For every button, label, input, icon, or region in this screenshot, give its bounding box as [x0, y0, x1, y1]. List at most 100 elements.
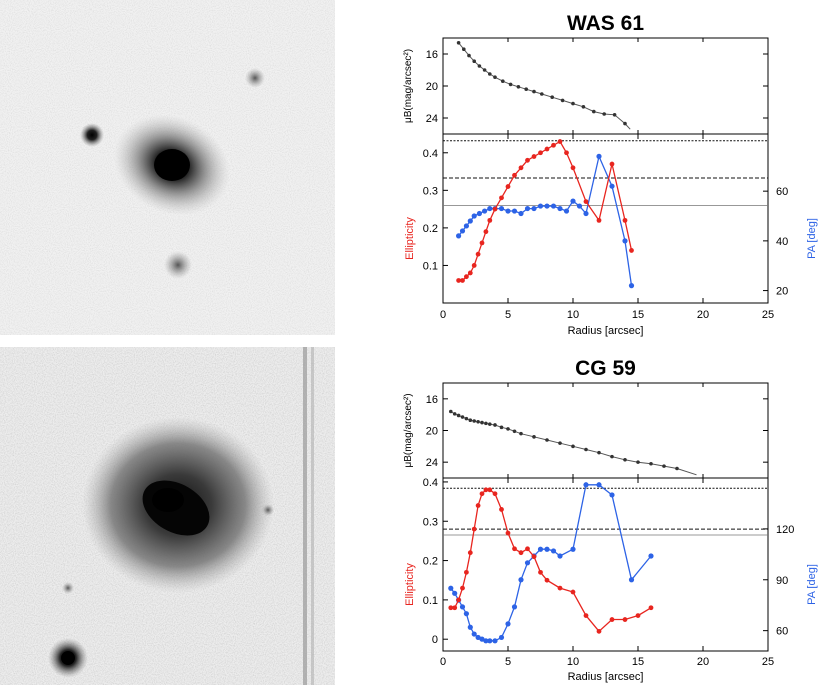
ellip-point [525, 157, 530, 163]
sb-point [480, 420, 484, 425]
sb-ytick-label: 24 [426, 113, 438, 125]
sb-point [597, 450, 601, 455]
pa-point [452, 590, 458, 596]
ellip-point [492, 206, 498, 212]
pa-point [544, 546, 550, 552]
ellip-point [596, 628, 602, 634]
detector-stripe [311, 347, 314, 685]
pa-point [511, 208, 518, 214]
pa-point [609, 183, 615, 189]
pa-point [537, 203, 544, 209]
ellip-series-line [450, 489, 652, 633]
pa-ytick-label: 20 [776, 286, 788, 298]
profile-plots: WAS 61 16 20 24 μB(mag/arcsec²) 0.1 0.2 0.3 0.4 2… [403, 12, 818, 683]
ellip-point [583, 199, 589, 205]
xtick-label: 5 [505, 656, 511, 668]
sb-point [560, 98, 565, 103]
pa-point [505, 208, 511, 214]
sb-ylabel: μB(mag/arcsec²) [403, 49, 414, 123]
pa-ytick-label: 90 [776, 575, 788, 587]
xtick-label: 5 [505, 309, 511, 321]
ellip-point [609, 161, 615, 167]
sb-series-line [458, 42, 631, 130]
pa-point [544, 203, 550, 209]
sb-point [636, 460, 640, 464]
pa-point [570, 198, 576, 204]
galaxy-image-was61 [0, 0, 335, 335]
ellip-point [483, 229, 489, 235]
pa-point [524, 560, 531, 566]
sb-point [649, 461, 653, 466]
ellip-frame [442, 133, 769, 304]
ellip-point [479, 491, 485, 497]
sb-point [456, 413, 461, 418]
pa-point [492, 638, 498, 644]
pa-point [550, 203, 557, 209]
sb-point [592, 109, 596, 114]
pa-point [463, 223, 469, 229]
xtick-label: 25 [762, 656, 774, 668]
star-core [61, 651, 75, 665]
sb-point [472, 59, 477, 63]
x-axis-label: Radius [arcsec] [568, 325, 644, 337]
pa-point [628, 577, 635, 583]
ellip-point [518, 550, 524, 556]
sb-point [452, 412, 457, 416]
sb-point [456, 41, 461, 45]
ellip-point [648, 605, 654, 611]
pa-point [479, 636, 485, 642]
sb-point [545, 438, 549, 442]
sb-ytick-label: 20 [426, 426, 438, 438]
sb-point [550, 95, 554, 99]
ellip-point [456, 278, 461, 283]
galaxy-nucleus [154, 149, 190, 181]
sb-point [508, 82, 513, 87]
ellip-point [518, 165, 524, 171]
panel-title: WAS 61 [567, 12, 644, 35]
pa-point [471, 213, 477, 219]
pa-point [583, 482, 589, 488]
ellip-ylabel: Ellipticity [404, 217, 416, 260]
sb-point [540, 92, 544, 96]
sb-point [558, 441, 562, 445]
ellip-point [635, 613, 641, 619]
pa-ylabel: PA [deg] [806, 218, 818, 259]
ellip-point [570, 165, 576, 171]
sb-point [462, 47, 466, 51]
pa-point [563, 208, 570, 214]
xtick-label: 0 [440, 656, 446, 668]
ellip-ytick-label: 0.1 [423, 260, 438, 272]
ellip-ytick-label: 0.2 [423, 223, 438, 235]
sb-point [493, 423, 497, 427]
sb-point [602, 112, 606, 116]
ellip-point [525, 546, 530, 552]
panel-title: CG 59 [575, 357, 636, 380]
ellip-point [531, 554, 537, 560]
sb-frame [442, 382, 769, 479]
pa-point [505, 621, 511, 627]
ellip-point [448, 605, 454, 611]
sb-frame [442, 37, 769, 135]
galaxy-nucleus [152, 488, 184, 512]
ellip-point [460, 585, 465, 591]
pa-point [518, 577, 524, 583]
sb-point [488, 422, 492, 426]
pa-point [576, 203, 583, 209]
sb-point [584, 447, 588, 452]
sb-point [532, 435, 536, 439]
pa-point [557, 205, 563, 212]
pa-point [511, 604, 518, 610]
ellip-point [622, 617, 628, 622]
ellip-point [487, 487, 493, 493]
ellip-point [456, 597, 461, 603]
ellip-point [467, 550, 473, 556]
sb-point [571, 101, 575, 106]
ellip-point [544, 146, 550, 152]
ellip-point [471, 263, 477, 268]
profile-panel-1: WAS 61 16 20 24 μB(mag/arcsec²) 0.1 0.2 0.3 0.4 2… [403, 12, 818, 337]
sb-point [493, 75, 497, 79]
ellip-point [512, 172, 517, 178]
sb-ytick-label: 16 [426, 49, 438, 61]
sb-ytick-label: 20 [426, 81, 438, 93]
sb-point [467, 53, 471, 58]
